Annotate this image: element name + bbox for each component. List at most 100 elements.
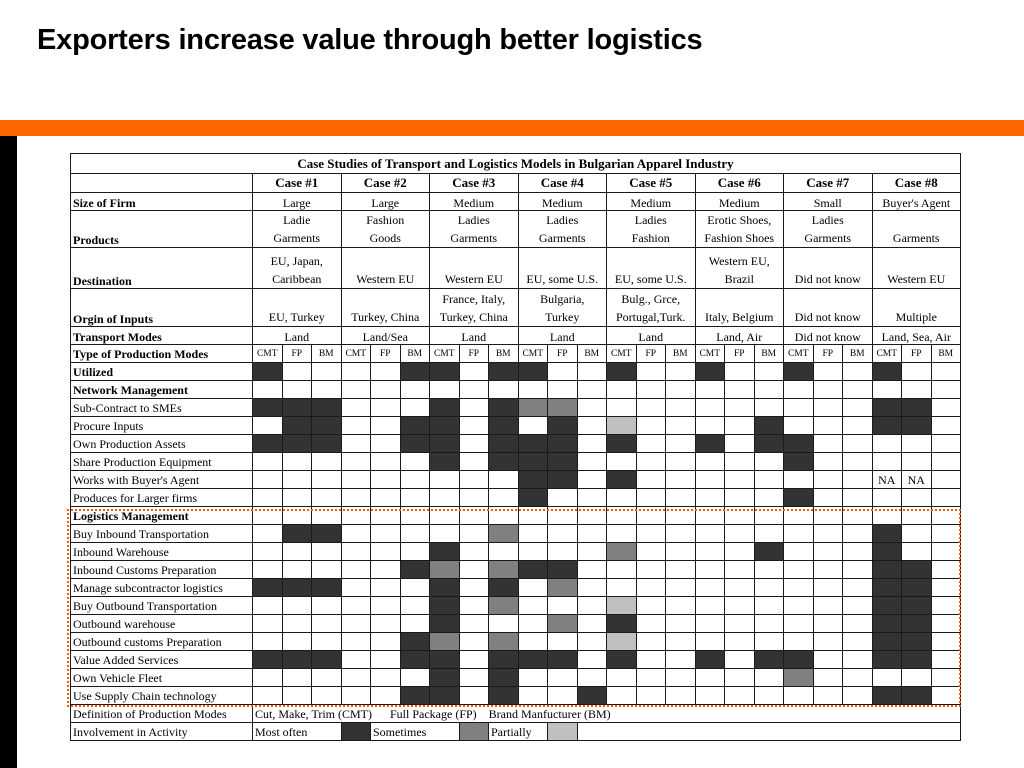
mark-cell <box>842 668 873 687</box>
case-value-line: Land, Air <box>716 330 763 344</box>
empty-cell <box>635 506 666 525</box>
mark-cell <box>635 668 666 687</box>
mark-cell <box>252 650 283 669</box>
mark-cell <box>547 362 578 381</box>
case-value: Turkey, China <box>340 288 430 327</box>
mark-cell <box>311 632 342 651</box>
case-value-line <box>698 294 782 308</box>
mark-cell <box>606 362 637 381</box>
mark-cell <box>812 524 843 543</box>
mark-cell <box>458 452 489 471</box>
case-value: Erotic Shoes, Fashion Shoes <box>694 210 784 248</box>
case-value-line: Large <box>282 196 311 210</box>
mark-cell <box>281 542 312 561</box>
mark-cell <box>547 542 578 561</box>
mark-cell <box>724 488 755 507</box>
mark-cell <box>281 596 312 615</box>
network-heading-row: Network Management <box>70 380 961 399</box>
mark-cell <box>665 614 696 633</box>
legend-most-often-swatch <box>340 722 371 741</box>
mark-cell <box>517 452 548 471</box>
production-modes-row: Type of Production Modes CMT FP BM CMT FP BM CM… <box>70 344 961 363</box>
mark-cell <box>311 596 342 615</box>
mark-cell <box>871 650 902 669</box>
mark-cell <box>311 452 342 471</box>
mark-cell <box>901 488 932 507</box>
case-value-line <box>521 256 605 270</box>
mark-cell <box>665 668 696 687</box>
mark-cell <box>783 434 814 453</box>
mark-cell <box>547 398 578 417</box>
mark-cell <box>252 416 283 435</box>
case-value: Land, Sea, Air <box>871 326 961 345</box>
case-header: Case #8 <box>871 173 961 193</box>
case-value-line <box>875 256 959 270</box>
mark-cell <box>665 362 696 381</box>
logistics-heading: Logistics Management <box>70 506 253 525</box>
mark-cell <box>842 596 873 615</box>
mark-cell <box>576 452 607 471</box>
mark-cell <box>635 578 666 597</box>
mark-cell <box>370 398 401 417</box>
mark-cell <box>871 398 902 417</box>
mark-cell <box>812 614 843 633</box>
case-value-line: Medium <box>453 196 495 210</box>
mark-cell <box>724 470 755 489</box>
mark-cell <box>311 488 342 507</box>
empty-cell <box>901 380 932 399</box>
mark-cell <box>370 470 401 489</box>
case-value-line <box>786 256 870 270</box>
case-value-line: Erotic Shoes, <box>707 213 772 227</box>
mark-cell <box>783 596 814 615</box>
empty-cell <box>547 506 578 525</box>
mark-cell <box>340 470 371 489</box>
mark-cell <box>281 452 312 471</box>
mark-cell <box>753 578 784 597</box>
mark-cell <box>812 470 843 489</box>
empty-cell <box>930 380 961 399</box>
case-value: Land <box>517 326 607 345</box>
activity-label: Buy Outbound Transportation <box>70 596 253 615</box>
mark-cell <box>340 362 371 381</box>
empty-cell <box>665 380 696 399</box>
mark-cell <box>842 560 873 579</box>
info-row: Transport Modes Land Land/Sea Land Land Land L… <box>70 326 961 345</box>
mark-cell <box>488 650 519 669</box>
mark-cell <box>783 668 814 687</box>
mark-cell <box>370 362 401 381</box>
mark-cell <box>783 524 814 543</box>
mark-cell <box>812 416 843 435</box>
mark-cell <box>871 542 902 561</box>
mark-cell <box>753 542 784 561</box>
mark-cell <box>458 416 489 435</box>
mark-cell <box>281 560 312 579</box>
case-value-line: Land <box>284 330 310 344</box>
mark-cell <box>635 524 666 543</box>
empty-cell <box>606 380 637 399</box>
mark-cell <box>694 488 725 507</box>
mark-cell <box>517 488 548 507</box>
mark-cell <box>517 362 548 381</box>
mark-cell <box>458 668 489 687</box>
mark-cell <box>517 434 548 453</box>
mark-cell <box>812 434 843 453</box>
mark-cell <box>576 560 607 579</box>
case-value: Medium <box>694 192 784 211</box>
mark-cell <box>311 542 342 561</box>
empty-cell <box>340 380 371 399</box>
empty-cell <box>547 380 578 399</box>
mark-cell <box>311 686 342 705</box>
mark-cell <box>635 470 666 489</box>
mark-cell <box>606 470 637 489</box>
activity-label: Own Production Assets <box>70 434 253 453</box>
mark-cell <box>429 524 460 543</box>
case-value: Did not know <box>783 288 873 327</box>
mark-cell <box>930 686 961 705</box>
mark-cell <box>458 488 489 507</box>
case-value-line: Land <box>461 330 487 344</box>
mark-cell <box>842 650 873 669</box>
mark-cell <box>724 542 755 561</box>
mark-cell <box>252 452 283 471</box>
network-row: Share Production Equipment <box>70 452 961 471</box>
mark-cell <box>311 398 342 417</box>
